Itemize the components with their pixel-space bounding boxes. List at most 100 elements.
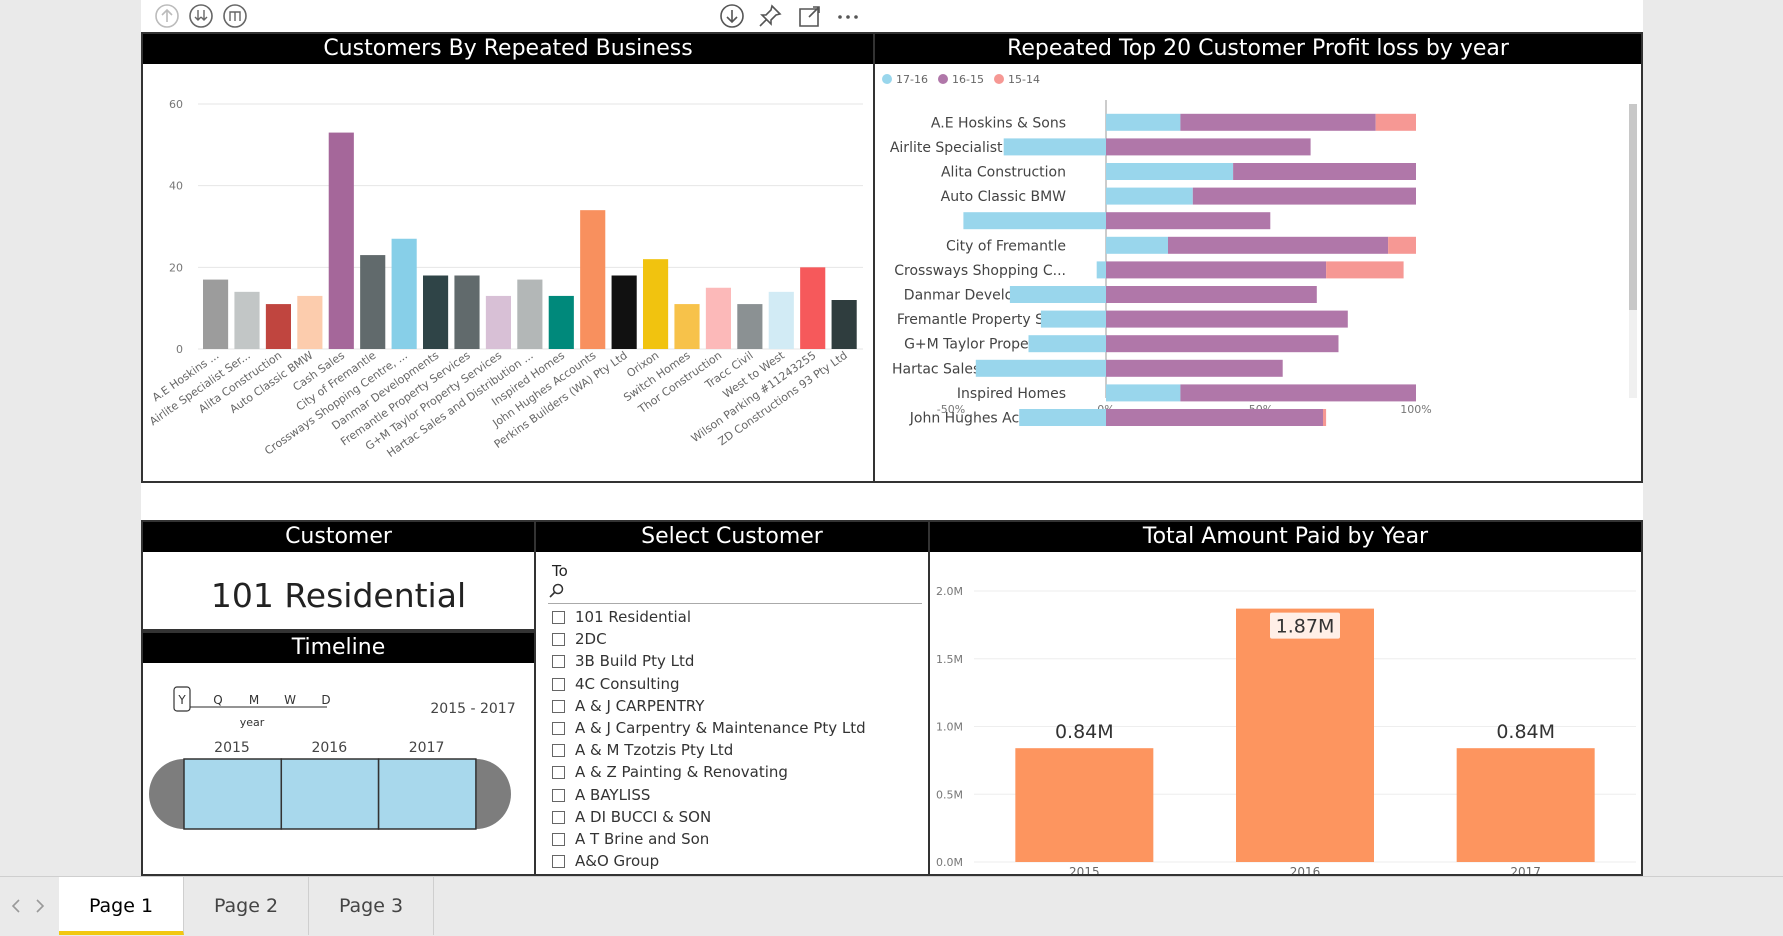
stacked-bar-segment[interactable] bbox=[1326, 261, 1404, 279]
granularity-selected-marker[interactable] bbox=[173, 686, 191, 712]
bar[interactable] bbox=[485, 295, 511, 349]
granularity-option[interactable]: W bbox=[284, 693, 296, 707]
checkbox[interactable] bbox=[552, 677, 565, 691]
bar[interactable] bbox=[1015, 748, 1154, 862]
customer-list-item[interactable]: A BAYLISS bbox=[552, 786, 650, 808]
more-options-icon[interactable] bbox=[835, 3, 861, 29]
bar[interactable] bbox=[831, 300, 857, 349]
stacked-bar-segment[interactable] bbox=[1323, 409, 1327, 426]
customer-list-item[interactable]: 4C Consulting bbox=[552, 675, 680, 697]
page-tab-2[interactable]: Page 2 bbox=[184, 877, 309, 935]
page-tab-3[interactable]: Page 3 bbox=[309, 877, 434, 935]
stacked-bar-segment[interactable] bbox=[1040, 310, 1106, 328]
bar[interactable] bbox=[297, 295, 323, 349]
focus-mode-icon[interactable] bbox=[797, 3, 823, 29]
page-tab-1[interactable]: Page 1 bbox=[59, 877, 184, 935]
bar[interactable] bbox=[768, 291, 794, 349]
checkbox[interactable] bbox=[552, 810, 565, 824]
stacked-bar-segment[interactable] bbox=[1375, 113, 1416, 131]
bar[interactable] bbox=[611, 275, 637, 350]
stacked-bar-segment[interactable] bbox=[1106, 163, 1234, 180]
timeline-period-cell[interactable] bbox=[183, 758, 283, 830]
stacked-bar-segment[interactable] bbox=[1106, 138, 1311, 156]
timeline-right-handle[interactable] bbox=[476, 759, 511, 829]
bar[interactable] bbox=[1236, 608, 1374, 862]
bar[interactable] bbox=[454, 275, 480, 350]
checkbox[interactable] bbox=[552, 633, 565, 647]
stacked-bar-segment[interactable] bbox=[1106, 261, 1327, 279]
customer-list-item[interactable]: A T Brine and Son bbox=[552, 830, 709, 852]
customer-list-item[interactable]: A & M Tzotzis Pty Ltd bbox=[552, 741, 733, 763]
bar[interactable] bbox=[800, 267, 826, 349]
stacked-bar-segment[interactable] bbox=[1106, 310, 1348, 328]
stacked-bar-segment[interactable] bbox=[1168, 236, 1389, 254]
stacked-bar-segment[interactable] bbox=[1233, 163, 1416, 180]
timeline-period-cell[interactable] bbox=[377, 758, 477, 830]
stacked-bar-segment[interactable] bbox=[1096, 261, 1106, 279]
bar[interactable] bbox=[1456, 748, 1595, 862]
customer-list-item[interactable]: 3B Build Pty Ltd bbox=[552, 652, 694, 674]
stacked-bar-segment[interactable] bbox=[1106, 335, 1339, 353]
customer-list-item[interactable]: 2DC bbox=[552, 630, 607, 652]
customer-list-item[interactable]: A & Z Painting & Renovating bbox=[552, 763, 788, 785]
bar[interactable] bbox=[423, 275, 449, 350]
customer-list-item[interactable]: 101 Residential bbox=[552, 608, 691, 630]
granularity-option[interactable]: D bbox=[321, 693, 330, 707]
tab-scroll-right-icon[interactable] bbox=[34, 899, 46, 913]
stacked-bar-segment[interactable] bbox=[1106, 236, 1168, 254]
stacked-bar-segment[interactable] bbox=[1009, 286, 1106, 303]
granularity-option[interactable]: M bbox=[249, 693, 259, 707]
checkbox[interactable] bbox=[552, 699, 565, 713]
stacked-bar-segment[interactable] bbox=[1106, 212, 1271, 230]
scrollbar-thumb[interactable] bbox=[1629, 104, 1637, 310]
customer-list-item[interactable]: A&O Group bbox=[552, 852, 659, 874]
pin-icon[interactable] bbox=[757, 3, 783, 29]
stacked-bar-segment[interactable] bbox=[1106, 187, 1193, 205]
checkbox[interactable] bbox=[552, 766, 565, 780]
stacked-bar-segment[interactable] bbox=[1106, 384, 1181, 402]
bar[interactable] bbox=[234, 291, 260, 349]
bar[interactable] bbox=[674, 304, 700, 349]
stacked-bar-segment[interactable] bbox=[1106, 359, 1283, 377]
timeline-period-cell[interactable] bbox=[280, 758, 380, 830]
customer-list-item[interactable]: A DI BUCCI & SON bbox=[552, 808, 711, 830]
checkbox[interactable] bbox=[552, 855, 565, 869]
expand-level-icon[interactable] bbox=[222, 3, 248, 29]
stacked-bar-segment[interactable] bbox=[1003, 138, 1106, 156]
customer-list-item[interactable]: A & J Carpentry & Maintenance Pty Ltd bbox=[552, 719, 866, 741]
stacked-bar-segment[interactable] bbox=[1192, 187, 1416, 205]
stacked-bar-segment[interactable] bbox=[1180, 384, 1416, 402]
drill-up-icon[interactable] bbox=[154, 3, 180, 29]
bar[interactable] bbox=[391, 238, 417, 349]
bar[interactable] bbox=[265, 304, 291, 349]
stacked-bar-segment[interactable] bbox=[1106, 409, 1323, 426]
bar[interactable] bbox=[548, 295, 574, 349]
stacked-bar-segment[interactable] bbox=[975, 359, 1106, 377]
granularity-option[interactable]: Q bbox=[213, 693, 222, 707]
checkbox[interactable] bbox=[552, 655, 565, 669]
checkbox[interactable] bbox=[552, 788, 565, 802]
bar[interactable] bbox=[643, 259, 669, 349]
customer-list-item[interactable]: A & J CARPENTRY bbox=[552, 697, 704, 719]
checkbox[interactable] bbox=[552, 744, 565, 758]
checkbox[interactable] bbox=[552, 611, 565, 624]
tab-scroll-left-icon[interactable] bbox=[10, 899, 22, 913]
bar[interactable] bbox=[203, 279, 229, 349]
checkbox[interactable] bbox=[552, 722, 565, 735]
stacked-bar-segment[interactable] bbox=[1180, 113, 1376, 131]
search-input[interactable]: To bbox=[552, 562, 568, 580]
bar[interactable] bbox=[360, 255, 386, 349]
stacked-bar-segment[interactable] bbox=[1388, 236, 1416, 254]
timeline-left-handle[interactable] bbox=[149, 759, 184, 829]
bar[interactable] bbox=[517, 279, 543, 349]
bar[interactable] bbox=[705, 287, 731, 349]
bar[interactable] bbox=[580, 210, 606, 349]
checkbox[interactable] bbox=[552, 833, 565, 846]
stacked-bar-segment[interactable] bbox=[1106, 113, 1181, 131]
stacked-bar-segment[interactable] bbox=[963, 212, 1106, 230]
drill-down-icon[interactable] bbox=[188, 3, 214, 29]
stacked-bar-segment[interactable] bbox=[1106, 286, 1317, 303]
drill-down-arrow-icon[interactable] bbox=[719, 3, 745, 29]
stacked-bar-segment[interactable] bbox=[1019, 409, 1106, 426]
